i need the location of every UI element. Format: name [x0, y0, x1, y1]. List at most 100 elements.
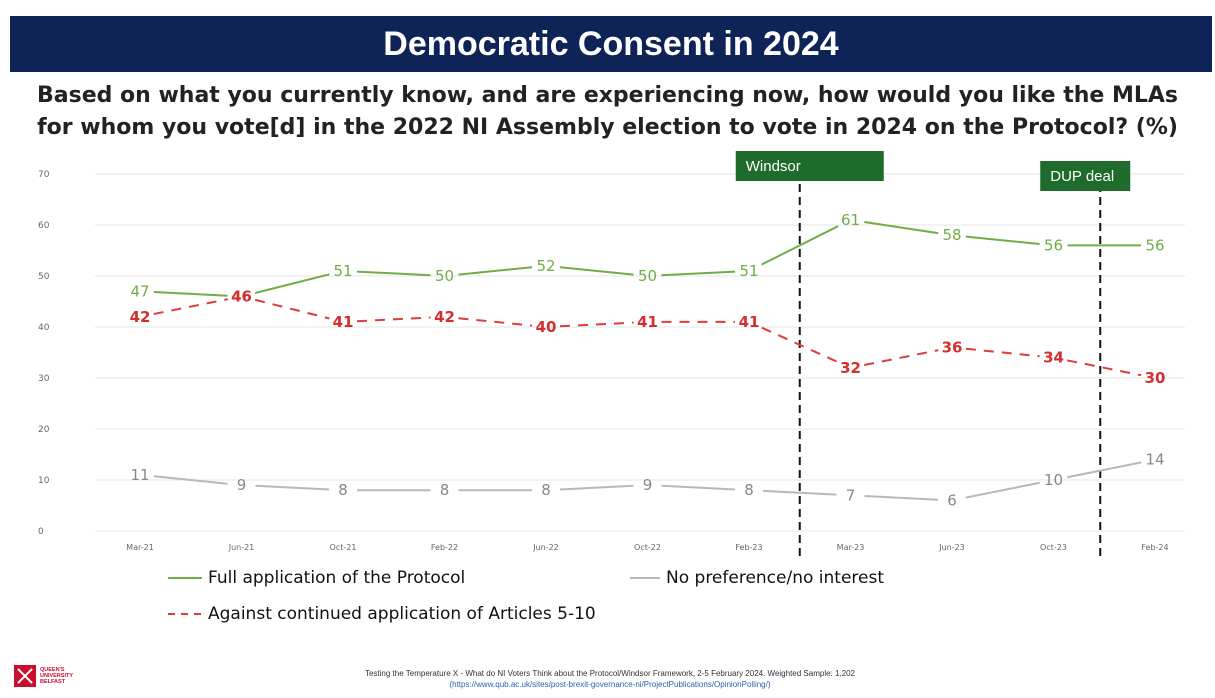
data-label: 8 — [338, 481, 348, 499]
series-segment — [559, 321, 634, 328]
source-note: Testing the Temperature X - What do NI V… — [190, 668, 1030, 690]
data-label: 8 — [440, 481, 450, 499]
data-label: 7 — [846, 486, 856, 504]
x-tick-label: Oct-23 — [1040, 543, 1067, 552]
series-segment — [965, 347, 1040, 358]
source-link[interactable]: (https://www.qub.ac.uk/sites/post-brexit… — [449, 680, 771, 689]
data-label: 30 — [1145, 369, 1166, 387]
legend-none-label: No preference/no interest — [666, 568, 885, 588]
series-segment — [761, 225, 839, 266]
y-tick-label: 60 — [38, 221, 50, 231]
data-label: 56 — [1044, 236, 1063, 254]
x-tick-label: Jun-23 — [938, 543, 965, 552]
series-segment — [864, 349, 939, 367]
y-tick-label: 70 — [38, 170, 50, 180]
series-segment — [153, 298, 228, 316]
y-tick-label: 50 — [38, 272, 50, 282]
data-label: 46 — [232, 287, 251, 305]
data-label: 36 — [942, 338, 963, 356]
data-label: 32 — [840, 359, 861, 377]
data-label: 61 — [841, 211, 860, 229]
x-tick-label: Oct-22 — [634, 543, 661, 552]
series-segment — [356, 270, 431, 277]
legend-swatch-red — [168, 613, 202, 615]
series-segment — [965, 235, 1040, 245]
series-segment — [356, 316, 431, 323]
series-segment — [1067, 461, 1142, 479]
series-segment — [864, 220, 939, 235]
series-segment — [254, 298, 330, 320]
series-segment — [458, 317, 533, 327]
logo-crest-icon — [14, 665, 36, 687]
series-segment — [762, 489, 837, 496]
data-label: 14 — [1145, 451, 1164, 469]
data-label: 42 — [130, 308, 151, 326]
x-tick-label: Jun-21 — [228, 543, 255, 552]
x-tick-label: Jun-22 — [532, 543, 559, 552]
series-segment — [661, 270, 736, 277]
data-label: 51 — [739, 262, 758, 280]
annotation-label: Windsor — [746, 158, 801, 175]
data-label: 11 — [130, 466, 149, 484]
annotation-label: DUP deal — [1050, 168, 1114, 185]
x-tick-label: Mar-23 — [837, 543, 865, 552]
university-logo: QUEEN'S UNIVERSITY BELFAST — [14, 665, 74, 687]
data-label: 41 — [739, 313, 760, 331]
series-segment — [761, 326, 839, 363]
series-segment — [153, 475, 228, 485]
y-tick-label: 10 — [38, 476, 50, 486]
data-label: 8 — [541, 481, 551, 499]
legend-against-label: Against continued application of Article… — [208, 604, 596, 624]
data-label: 51 — [333, 262, 352, 280]
data-label: 6 — [947, 491, 957, 509]
series-segment — [864, 495, 939, 501]
series-segment — [661, 484, 736, 491]
x-tick-label: Feb-23 — [735, 543, 762, 552]
data-label: 34 — [1043, 349, 1064, 367]
data-label: 40 — [536, 318, 557, 336]
data-label: 9 — [237, 476, 247, 494]
data-label: 41 — [637, 313, 658, 331]
data-label: 58 — [942, 226, 961, 244]
data-label: 52 — [536, 257, 555, 275]
legend-full-label: Full application of the Protocol — [208, 568, 466, 588]
series-segment — [965, 481, 1040, 499]
y-tick-label: 20 — [38, 425, 50, 435]
x-tick-label: Feb-24 — [1141, 543, 1168, 552]
x-tick-label: Mar-21 — [126, 543, 154, 552]
series-segment — [559, 484, 634, 491]
series-segment — [1067, 359, 1142, 377]
logo-text: QUEEN'S UNIVERSITY BELFAST — [40, 667, 73, 685]
data-label: 8 — [744, 481, 754, 499]
slide-title: Democratic Consent in 2024 — [10, 16, 1212, 72]
legend-full: Full application of the Protocol — [168, 568, 465, 588]
series-segment — [255, 484, 330, 491]
data-label: 46 — [231, 287, 252, 305]
data-label: 50 — [638, 267, 657, 285]
series-segment — [153, 291, 228, 297]
source-line: Testing the Temperature X - What do NI V… — [364, 669, 856, 678]
data-label: 50 — [435, 267, 454, 285]
y-tick-label: 0 — [38, 527, 44, 537]
y-tick-label: 40 — [38, 323, 50, 333]
y-tick-label: 30 — [38, 374, 50, 384]
data-label: 10 — [1044, 471, 1063, 489]
data-label: 56 — [1145, 236, 1164, 254]
series-segment — [254, 273, 330, 294]
annotation-box — [735, 151, 884, 181]
series-segment — [559, 266, 634, 276]
survey-question: Based on what you currently know, and ar… — [36, 83, 1179, 140]
data-label: 9 — [643, 476, 653, 494]
legend-swatch-grey — [630, 577, 660, 579]
legend-swatch-green — [168, 577, 202, 579]
annotation-box — [1040, 161, 1131, 191]
data-label: 42 — [434, 308, 455, 326]
line-chart: 0 10 20 30 40 50 60 70 Mar-21 Jun-21 Oct-21 Feb-22 J… — [38, 151, 1185, 556]
x-tick-label: Feb-22 — [431, 543, 458, 552]
data-label: 41 — [333, 313, 354, 331]
legend-against: Against continued application of Article… — [168, 604, 596, 624]
x-tick-label: Oct-21 — [330, 543, 357, 552]
data-label: 47 — [130, 282, 149, 300]
series-segment — [458, 266, 533, 276]
legend-none: No preference/no interest — [630, 568, 884, 588]
